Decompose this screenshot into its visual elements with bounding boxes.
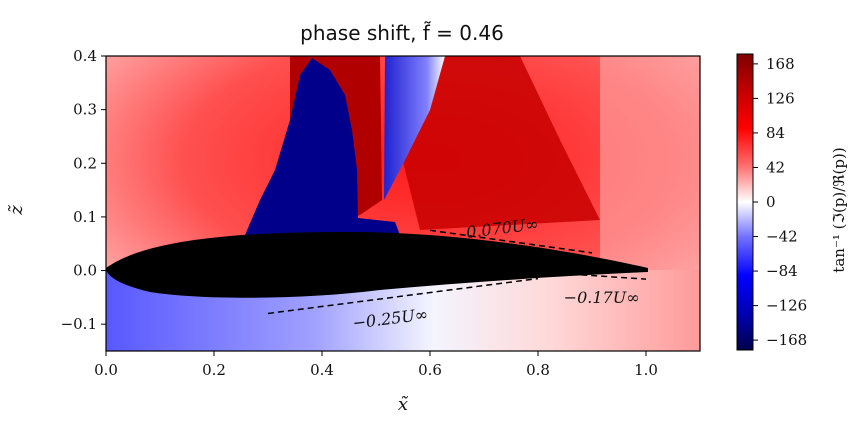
colorbar-tick-label: 84 bbox=[766, 124, 785, 142]
y-axis-label: z̃ bbox=[6, 205, 27, 216]
y-tick-label: 0.1 bbox=[73, 208, 97, 226]
colorbar-label: tan⁻¹ (ℑ(p)/ℜ(p)) bbox=[830, 147, 848, 272]
x-tick-label: 0.4 bbox=[310, 361, 334, 379]
x-tick-label: 0.8 bbox=[526, 361, 550, 379]
y-tick-label: 0.0 bbox=[73, 262, 97, 280]
airfoil-body bbox=[106, 232, 648, 298]
colorbar-tick-label: 168 bbox=[766, 55, 795, 73]
colorbar-tick-label: −84 bbox=[766, 262, 798, 280]
y-tick-label: 0.3 bbox=[73, 101, 97, 119]
y-tick-label: 0.2 bbox=[73, 154, 97, 172]
x-tick-label: 0.6 bbox=[418, 361, 442, 379]
plot-frame bbox=[105, 55, 701, 352]
dark-red-wake bbox=[400, 56, 600, 230]
x-tick-label: 0.0 bbox=[94, 361, 118, 379]
colorbar-tick-label: −42 bbox=[766, 228, 798, 246]
annotation-line bbox=[267, 277, 539, 315]
y-tick-label: −0.1 bbox=[61, 315, 97, 333]
chart-title: phase shift, f̃ = 0.46 bbox=[300, 21, 504, 45]
colorbar-tick-label: −126 bbox=[766, 297, 807, 315]
x-tick-label: 1.0 bbox=[634, 361, 658, 379]
x-axis-label: x̃ bbox=[398, 394, 409, 415]
colorbar-tick-label: −168 bbox=[766, 331, 807, 349]
y-axis: −0.1 0.0 0.1 0.2 0.3 0.4 bbox=[61, 47, 106, 333]
annotation-label: −0.17U∞ bbox=[564, 288, 640, 307]
colorbar-tick-label: 126 bbox=[766, 89, 795, 107]
blue-streak bbox=[384, 56, 445, 200]
x-axis: 0.0 0.2 0.4 0.6 0.8 1.0 bbox=[94, 351, 658, 379]
colorbar-ticks: 168 126 84 42 0 −42 −84 −126 −168 bbox=[753, 55, 807, 349]
annotation-line bbox=[429, 229, 593, 254]
colorbar-tick-label: 42 bbox=[766, 158, 785, 176]
annotation-line bbox=[581, 274, 647, 280]
colorbar-tick-label: 0 bbox=[766, 193, 776, 211]
y-tick-label: 0.4 bbox=[73, 47, 97, 65]
deep-blue-region bbox=[245, 58, 400, 235]
x-tick-label: 0.2 bbox=[202, 361, 226, 379]
phase-field bbox=[106, 56, 700, 351]
colorbar bbox=[736, 53, 754, 351]
